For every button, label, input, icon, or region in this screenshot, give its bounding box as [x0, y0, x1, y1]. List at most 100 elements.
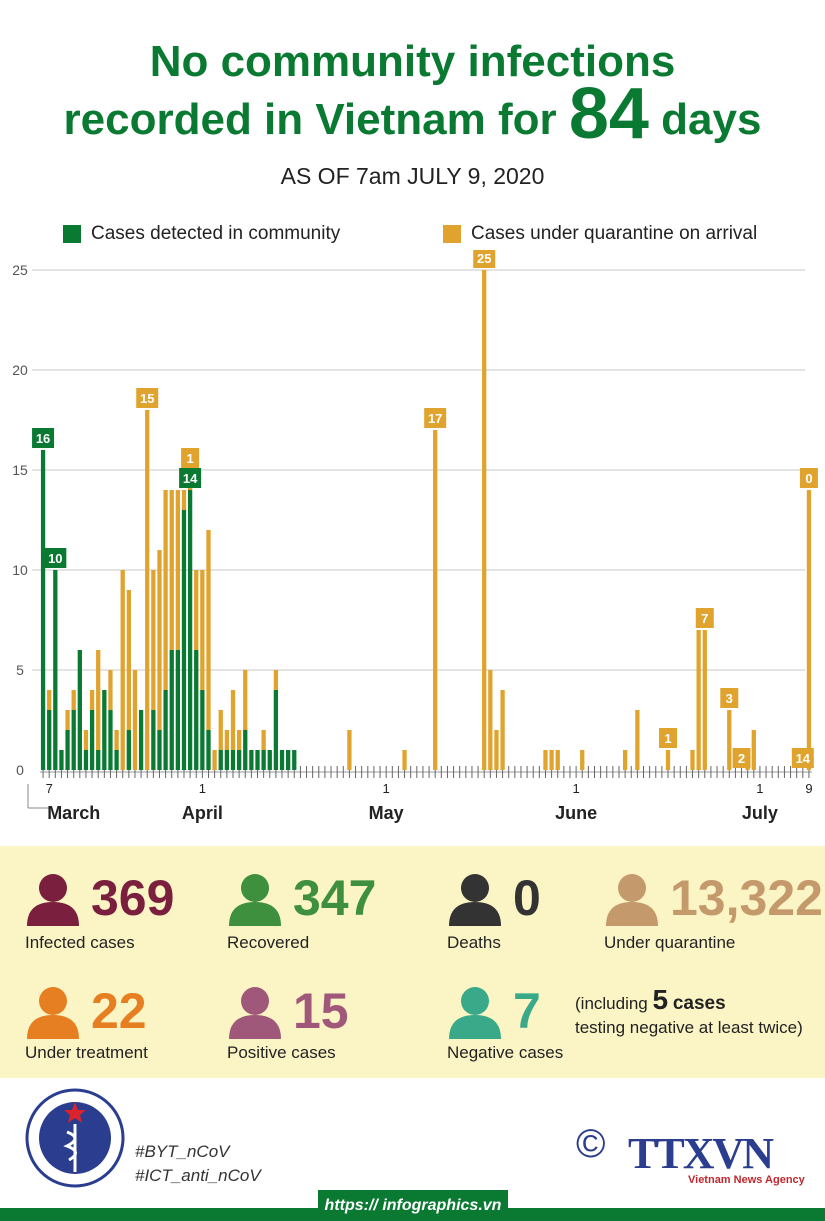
- x-tick-label: 1: [199, 781, 206, 796]
- stat-negative-value: 7: [513, 983, 541, 1039]
- bar-community: [65, 730, 70, 770]
- title-line2-suffix: days: [648, 95, 762, 144]
- data-label-box: [695, 608, 714, 628]
- legend-swatch-quarantine: [443, 225, 461, 243]
- bar-community: [114, 750, 119, 770]
- data-label: 16: [36, 431, 50, 446]
- data-label: 15: [140, 391, 154, 406]
- bar-quarantine: [751, 730, 756, 770]
- bar-community: [71, 710, 76, 770]
- x-tick-label: 1: [572, 781, 579, 796]
- bar-quarantine: [622, 750, 628, 770]
- bar-quarantine: [145, 410, 150, 770]
- stat-deaths-label: Deaths: [447, 933, 501, 952]
- stat-negative-label: Negative cases: [447, 1043, 564, 1062]
- x-tick-label: 1: [383, 781, 390, 796]
- note-line2: testing negative at least twice): [575, 1018, 803, 1037]
- bar-community: [181, 510, 187, 770]
- data-label-box: [136, 388, 159, 408]
- bar-quarantine: [494, 730, 499, 770]
- legend-label-quarantine: Cases under quarantine on arrival: [471, 223, 758, 244]
- bar-community: [267, 750, 272, 770]
- data-label: 25: [477, 251, 491, 266]
- bar-quarantine: [194, 570, 199, 650]
- hashtag-ict: #ICT_anti_nCoV: [135, 1166, 261, 1185]
- bar-quarantine: [181, 490, 187, 510]
- stat-recovered-label: Recovered: [227, 933, 310, 952]
- y-tick-label: 10: [12, 562, 28, 578]
- negative-note: (including 5 cases testing negative at l…: [575, 986, 803, 1040]
- bar-quarantine: [402, 750, 407, 770]
- bar-quarantine: [47, 690, 52, 710]
- bar-community: [108, 710, 113, 770]
- stat-under-treatment: 22: [25, 983, 147, 1039]
- bar-quarantine: [500, 690, 505, 770]
- month-label: April: [182, 803, 223, 823]
- stat-positive-value: 15: [293, 983, 349, 1039]
- stats-panel: [0, 846, 825, 1078]
- bar-quarantine: [236, 730, 242, 750]
- month-label: March: [47, 803, 100, 823]
- y-tick-label: 20: [12, 362, 28, 378]
- bar-community: [40, 450, 46, 770]
- bar-community: [243, 730, 248, 770]
- stat-recovered-value: 347: [293, 870, 377, 926]
- bar-community: [83, 750, 89, 770]
- data-label: 0: [805, 471, 812, 486]
- bar-quarantine: [120, 570, 125, 770]
- bar-quarantine: [114, 730, 119, 750]
- person-icon: [27, 987, 79, 1039]
- subtitle: AS OF 7am JULY 9, 2020: [280, 163, 545, 189]
- bar-quarantine: [206, 530, 211, 730]
- bar-quarantine: [224, 730, 230, 750]
- agency-name: Vietnam News Agency: [688, 1174, 805, 1186]
- bar-quarantine: [580, 750, 585, 770]
- bar-quarantine: [727, 710, 732, 770]
- stat-infected: 369: [25, 870, 174, 926]
- data-label-box: [44, 548, 67, 568]
- bar-community: [236, 750, 242, 770]
- person-icon: [606, 874, 658, 926]
- bar-community: [77, 650, 82, 770]
- data-label: 10: [48, 551, 62, 566]
- data-label-box: [732, 748, 751, 768]
- bar-quarantine: [273, 670, 279, 690]
- bar-community: [273, 690, 279, 770]
- bar-quarantine: [126, 590, 131, 730]
- bar-quarantine: [261, 730, 266, 750]
- website-link[interactable]: https:// infographics.vn: [318, 1190, 508, 1221]
- bar-quarantine: [108, 670, 113, 710]
- legend-label-community: Cases detected in community: [91, 223, 341, 244]
- stat-infected-value: 369: [91, 870, 175, 926]
- bar-quarantine: [71, 690, 76, 710]
- bar-quarantine: [96, 650, 101, 750]
- y-tick-label: 5: [16, 662, 24, 678]
- month-label: July: [742, 803, 778, 823]
- data-label-box: [424, 408, 447, 428]
- bar-community: [261, 750, 266, 770]
- data-label-box: [659, 728, 678, 748]
- note-suffix: cases: [672, 993, 726, 1014]
- y-tick-label: 25: [12, 262, 28, 278]
- data-label-box: [473, 250, 496, 268]
- data-label: 2: [738, 751, 745, 766]
- data-label-box: [181, 448, 200, 468]
- bar-community: [194, 650, 199, 770]
- bar-quarantine: [132, 670, 138, 770]
- bar-quarantine: [696, 630, 701, 770]
- stat-under-treatment-value: 22: [91, 983, 147, 1039]
- bar-quarantine: [690, 750, 695, 770]
- person-icon: [27, 874, 79, 926]
- bar-quarantine: [243, 670, 248, 730]
- data-label-box: [720, 688, 739, 708]
- page-title-line2: recorded in Vietnam for 84 days: [0, 78, 825, 150]
- bar-quarantine: [151, 570, 156, 710]
- data-label: 1: [186, 451, 193, 466]
- bar-community: [96, 750, 101, 770]
- bar-community: [279, 750, 285, 770]
- month-label: May: [369, 803, 404, 823]
- stat-deaths-value: 0: [513, 870, 541, 926]
- x-tick-label: 1: [756, 781, 763, 796]
- bar-quarantine: [218, 710, 223, 750]
- bar-community: [53, 570, 58, 770]
